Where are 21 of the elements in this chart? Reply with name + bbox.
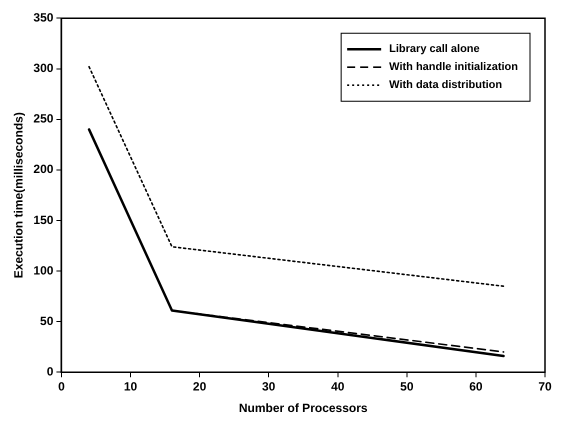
y-axis-title: Execution time(milliseconds) [12,112,26,278]
x-tick-label: 50 [400,380,414,394]
y-tick-label: 300 [33,61,54,76]
legend-label: Library call alone [389,43,480,56]
y-tick-label: 200 [33,162,54,176]
x-tick-label: 0 [58,380,66,394]
y-tick-label: 350 [33,10,54,25]
x-tick-label: 60 [469,380,483,394]
y-tick-label: 150 [33,212,54,227]
y-tick-label: 0 [46,364,54,379]
y-tick-label: 100 [33,263,54,278]
x-tick-label: 20 [192,380,207,394]
legend-label: With data distribution [389,79,502,92]
y-tick-label: 50 [40,314,54,328]
x-tick-label: 30 [262,380,276,394]
legend-label: With handle initialization [389,61,518,74]
x-axis-title: Number of Processors [238,401,368,416]
x-tick-label: 10 [124,380,138,394]
x-tick-label: 70 [538,380,552,394]
x-tick-label: 40 [331,380,345,394]
y-tick-label: 250 [33,112,54,126]
